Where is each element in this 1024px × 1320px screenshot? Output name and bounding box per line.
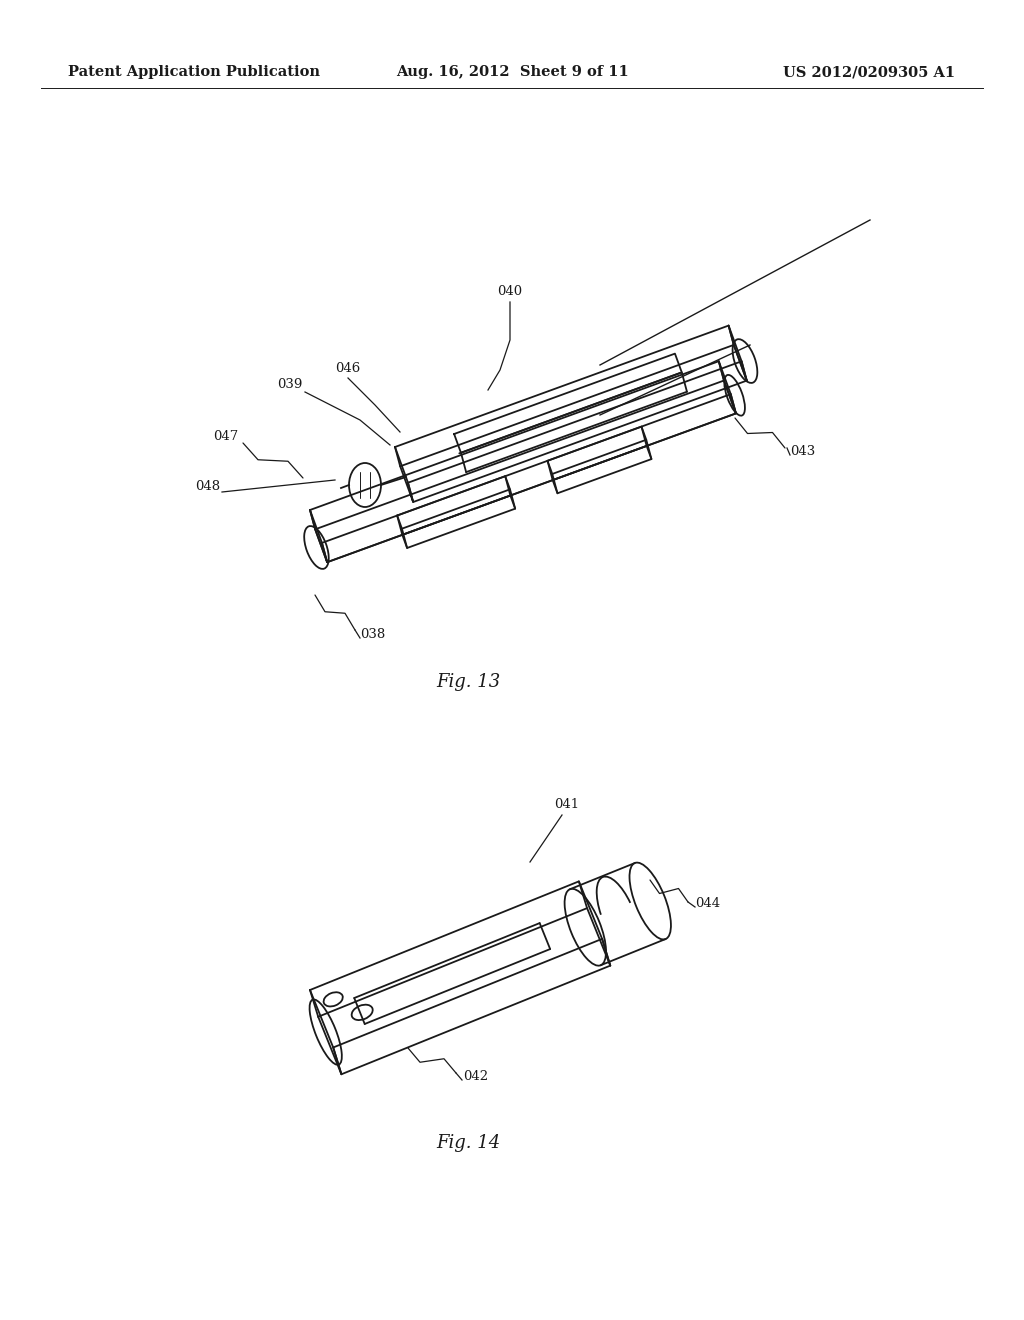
Text: Patent Application Publication: Patent Application Publication [68,65,319,79]
Text: 042: 042 [463,1071,488,1082]
Text: 039: 039 [278,378,303,391]
Text: 046: 046 [335,362,360,375]
Text: 041: 041 [554,799,580,810]
Text: 048: 048 [195,480,220,492]
Text: 040: 040 [498,285,522,298]
Text: Fig. 13: Fig. 13 [436,673,500,690]
Text: US 2012/0209305 A1: US 2012/0209305 A1 [783,65,955,79]
Text: 038: 038 [360,628,385,642]
Text: Aug. 16, 2012  Sheet 9 of 11: Aug. 16, 2012 Sheet 9 of 11 [395,65,629,79]
Text: Fig. 14: Fig. 14 [436,1134,500,1152]
Text: 047: 047 [213,430,238,444]
Text: 043: 043 [790,445,815,458]
Text: 044: 044 [695,898,720,909]
